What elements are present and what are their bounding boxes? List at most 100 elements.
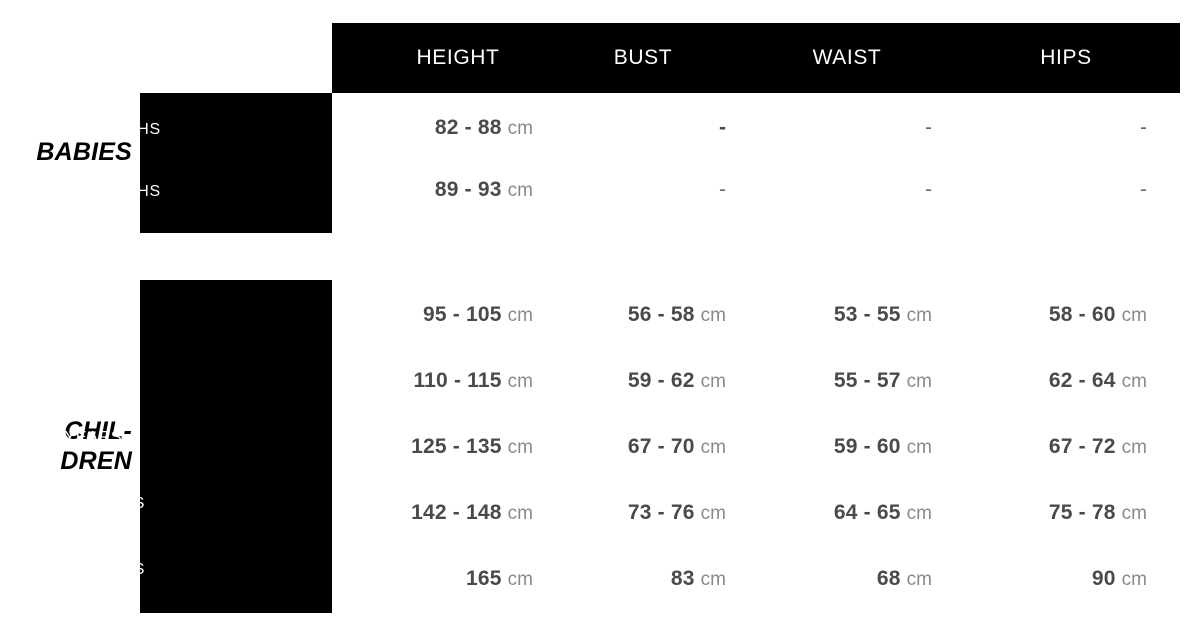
cell-children-0-bust: 56 - 58 cm [526,301,726,329]
age-unit: YEARS [64,297,123,314]
cell-empty: - [719,116,726,139]
cell-unit: cm [1121,503,1147,524]
cell-unit: cm [906,305,932,326]
cell-unit: cm [507,180,533,201]
age-unit: YEARS [64,429,123,446]
cell-unit: cm [700,437,726,458]
cell-children-2-waist: 59 - 60 cm [732,433,932,461]
age-unit: MONTHS [87,121,161,138]
cell-unit: cm [700,371,726,392]
cell-value: 95 - 105 [423,303,502,326]
cell-babies-0-bust: - [526,114,726,142]
age-range: 10 - 12 [16,491,81,513]
cell-value: 89 - 93 [434,178,502,201]
cell-unit: cm [700,569,726,590]
age-block-babies [140,93,332,233]
cell-unit: cm [906,371,932,392]
cell-children-3-waist: 64 - 65 cm [732,499,932,527]
cell-value: 64 - 65 [833,501,901,524]
cell-children-1-hips: 62 - 64 cm [947,367,1147,395]
cell-value: 83 [670,567,695,590]
age-label-children-row-2: 7 - 9 YEARS [16,423,1192,449]
cell-children-2-bust: 67 - 70 cm [526,433,726,461]
cell-babies-0-waist: - [732,114,932,142]
cell-value: 67 - 72 [1048,435,1116,458]
cell-children-4-bust: 83 cm [526,565,726,593]
age-label-children-row-3: 10 - 12 YEARS [16,489,1192,515]
cell-babies-0-height: 82 - 88 cm [273,114,533,142]
age-block-children [140,280,332,613]
age-range: 3 - 4 [16,293,58,315]
cell-value: 82 - 88 [434,116,502,139]
cell-unit: cm [906,437,932,458]
age-range: 14 - 16 [16,557,81,579]
cell-unit: cm [1121,371,1147,392]
cell-children-3-height: 142 - 148 cm [253,499,533,527]
cell-children-1-waist: 55 - 57 cm [732,367,932,395]
cell-babies-0-hips: - [947,114,1147,142]
cell-unit: cm [507,569,533,590]
cell-children-2-height: 125 - 135 cm [253,433,533,461]
cell-empty: - [1140,116,1147,139]
column-header-height: HEIGHT [416,46,500,69]
cell-children-3-hips: 75 - 78 cm [947,499,1147,527]
cell-babies-1-waist: - [732,176,932,204]
cell-value: 90 [1091,567,1116,590]
cell-value: 56 - 58 [627,303,695,326]
age-unit: YEARS [87,561,146,578]
cell-value: 67 - 70 [627,435,695,458]
cell-value: 55 - 57 [833,369,901,392]
cell-babies-1-height: 89 - 93 cm [273,176,533,204]
column-header-bust: BUST [613,46,673,69]
table-header-bar: HEIGHT BUST WAIST HIPS [332,23,1180,93]
cell-value: 142 - 148 [411,501,502,524]
cell-unit: cm [507,503,533,524]
age-range: 18 - 24 [16,179,81,201]
cell-children-2-hips: 67 - 72 cm [947,433,1147,461]
cell-children-1-bust: 59 - 62 cm [526,367,726,395]
cell-value: 62 - 64 [1048,369,1116,392]
cell-unit: cm [507,437,533,458]
column-header-hips: HIPS [1040,46,1092,69]
cell-children-0-waist: 53 - 55 cm [732,301,932,329]
cell-unit: cm [1121,305,1147,326]
cell-unit: cm [507,118,533,139]
group-label-children: CHIL- DREN [60,417,132,475]
cell-value: 75 - 78 [1048,501,1116,524]
cell-children-4-hips: 90 cm [947,565,1147,593]
age-label-children-row-1: 5 - 6 YEARS [16,357,1192,383]
cell-children-3-bust: 73 - 76 cm [526,499,726,527]
age-range: 5 - 6 [16,359,58,381]
cell-empty: - [925,178,932,201]
age-unit: YEARS [64,363,123,380]
cell-empty: - [719,178,726,201]
cell-value: 59 - 62 [627,369,695,392]
cell-value: 110 - 115 [413,369,502,392]
age-range: 12 - 18 [16,117,81,139]
cell-value: 53 - 55 [833,303,901,326]
cell-value: 68 [876,567,901,590]
cell-children-0-height: 95 - 105 cm [253,301,533,329]
cell-value: 58 - 60 [1048,303,1116,326]
cell-unit: cm [1121,437,1147,458]
age-range: 7 - 9 [16,425,58,447]
age-unit: MONTHS [87,183,161,200]
age-label-children-row-4: 14 - 16 YEARS [16,555,1192,581]
group-label-babies: BABIES [36,138,132,166]
cell-value: 59 - 60 [833,435,901,458]
cell-babies-1-hips: - [947,176,1147,204]
cell-children-4-height: 165 cm [253,565,533,593]
cell-value: 165 [466,567,502,590]
age-label-babies-row-1: 18 - 24 MONTHS [16,177,1192,203]
cell-empty: - [1140,178,1147,201]
cell-empty: - [925,116,932,139]
cell-unit: cm [906,503,932,524]
cell-unit: cm [1121,569,1147,590]
age-label-children-row-0: 3 - 4 YEARS [16,291,1192,317]
age-unit: YEARS [87,495,146,512]
column-header-waist: WAIST [812,46,882,69]
cell-value: 73 - 76 [627,501,695,524]
cell-value: 125 - 135 [411,435,502,458]
cell-children-1-height: 110 - 115 cm [253,367,533,395]
